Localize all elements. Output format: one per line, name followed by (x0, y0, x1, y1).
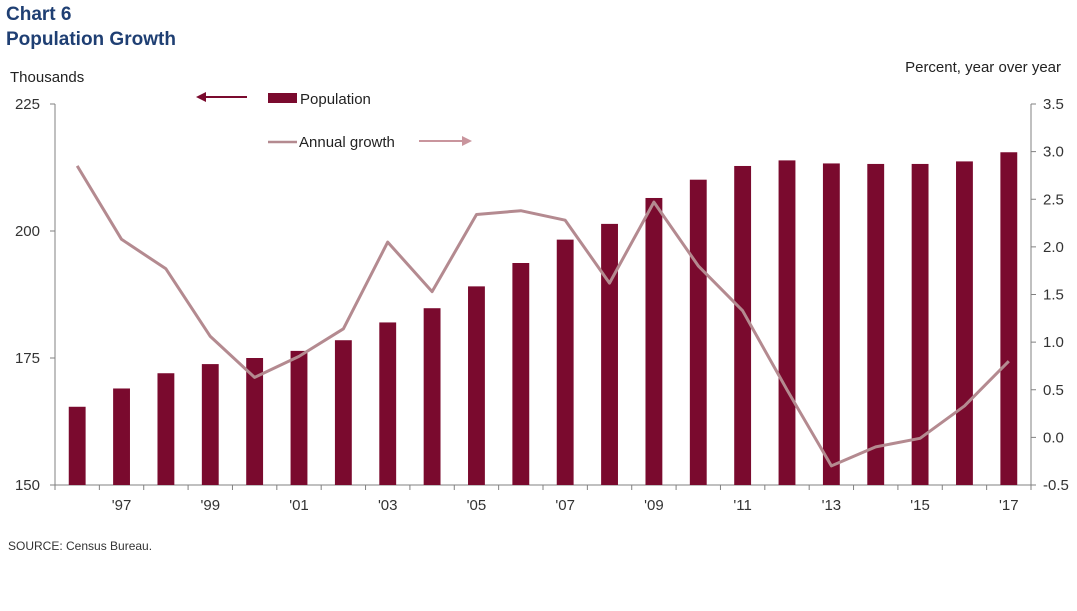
right-axis-tick-label: 0.0 (1043, 429, 1064, 446)
x-axis-tick-label: '11 (733, 497, 751, 514)
left-axis-arrow-icon (196, 92, 206, 102)
right-axis-tick-label: 2.0 (1043, 239, 1064, 256)
x-axis-tick-label: '15 (910, 497, 930, 514)
left-axis-tick-label: 150 (15, 477, 40, 494)
population-bar (68, 406, 86, 485)
left-axis-tick-label: 175 (15, 350, 40, 367)
x-axis-tick-label: '09 (644, 497, 664, 514)
x-axis-tick-label: '17 (999, 497, 1019, 514)
chart-title-line2: Population Growth (6, 29, 176, 50)
chart-title-line1: Chart 6 (6, 4, 72, 25)
population-bar (334, 340, 352, 485)
population-bar (157, 373, 175, 485)
population-bar (601, 223, 618, 485)
right-axis-tick-label: 2.5 (1043, 191, 1064, 208)
population-bar (246, 358, 264, 485)
x-axis-tick-label: '07 (555, 497, 575, 514)
population-bar (645, 197, 663, 486)
left-axis-tick-label: 225 (15, 96, 40, 113)
legend-population-label: Population (300, 91, 371, 108)
right-axis-tick-label: 3.0 (1043, 144, 1064, 161)
population-bar (778, 160, 796, 485)
population-bar (423, 308, 441, 485)
x-axis-tick-label: '03 (378, 497, 398, 514)
population-bar (512, 263, 530, 485)
annual-growth-line (75, 165, 1010, 468)
population-bar (734, 165, 752, 485)
tick-labels: 150 175 200 225 -0.5 0.0 0.5 1.0 1.5 2.0 2.5 3.0 3.5… (15, 96, 1069, 514)
population-bar (911, 163, 929, 485)
legend-growth-label: Annual growth (299, 134, 395, 151)
legend: Population Annual growth (196, 91, 472, 151)
population-bar (822, 163, 840, 485)
population-bar (956, 161, 973, 486)
left-axis-label: Thousands (10, 69, 84, 86)
x-axis-tick-label: '99 (200, 497, 220, 514)
right-axis-tick-label: 0.5 (1043, 382, 1064, 399)
x-axis-tick-label: '01 (289, 497, 309, 514)
right-axis-tick-label: 3.5 (1043, 96, 1064, 113)
x-axis-tick-label: '97 (112, 497, 132, 514)
right-axis-arrow-icon (462, 136, 472, 146)
population-bar (556, 239, 574, 485)
x-axis-tick-label: '05 (467, 497, 487, 514)
population-bar (689, 179, 707, 485)
population-bar (113, 388, 130, 485)
population-bar (468, 286, 485, 485)
population-bar (201, 364, 219, 485)
annual-growth-line-group (75, 165, 1010, 468)
population-bars (68, 152, 1018, 486)
population-bar (290, 350, 308, 485)
left-axis-tick-label: 200 (15, 223, 40, 240)
axes (50, 103, 1036, 490)
x-axis-tick-label: '13 (822, 497, 842, 514)
right-axis-label: Percent, year over year (905, 59, 1061, 76)
population-bar (867, 163, 885, 485)
source-note: SOURCE: Census Bureau. (8, 539, 153, 553)
legend-population-swatch (268, 93, 297, 103)
right-axis-tick-label: -0.5 (1043, 477, 1069, 494)
population-bar (379, 322, 397, 485)
right-axis-tick-label: 1.0 (1043, 334, 1064, 351)
right-axis-tick-label: 1.5 (1043, 287, 1064, 304)
population-bar (1000, 152, 1018, 485)
